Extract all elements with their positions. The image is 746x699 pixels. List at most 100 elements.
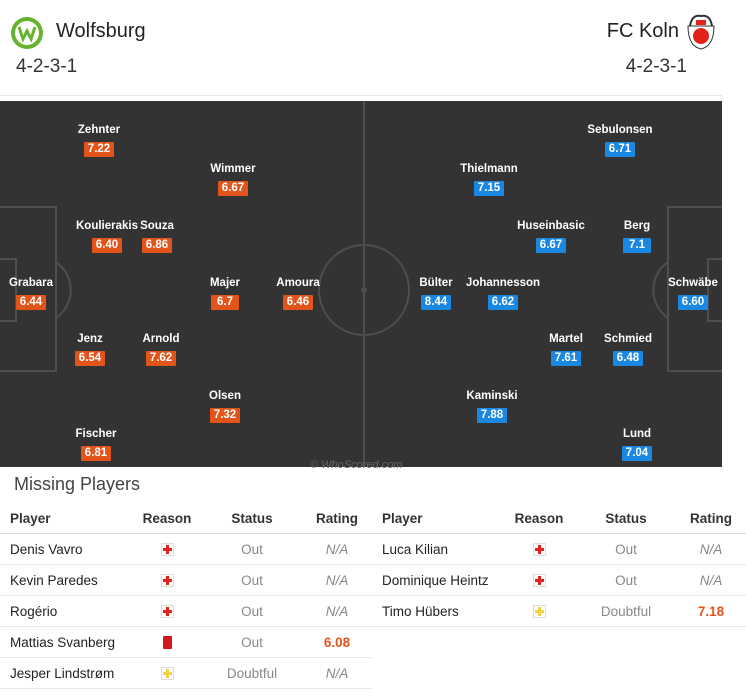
watermark: © WhoScored.com (310, 459, 403, 471)
home-player[interactable]: Zehnter 7.22 (59, 123, 139, 157)
table-row: Denis Vavro Out N/A (0, 533, 372, 565)
missing-player-name[interactable]: Denis Vavro (0, 533, 132, 565)
away-player[interactable]: Bülter 8.44 (396, 276, 476, 310)
player-rating: 6.67 (535, 238, 567, 253)
player-rating: 6.44 (15, 295, 47, 310)
col-player-header: Player (372, 503, 502, 534)
player-name: Johannesson (465, 277, 541, 289)
wolfsburg-logo-icon (11, 17, 43, 49)
home-player[interactable]: Majer 6.7 (185, 276, 265, 310)
away-player[interactable]: Huseinbasic 6.67 (511, 219, 591, 253)
doubtful-cross-icon (532, 605, 546, 619)
away-team-name[interactable]: FC Koln (606, 20, 679, 42)
home-missing-table: Player Reason Status Rating Denis Vavro O… (0, 503, 372, 689)
missing-players-title: Missing Players (14, 474, 141, 494)
col-status-header: Status (576, 503, 676, 534)
player-rating: 6.54 (74, 351, 106, 366)
away-formation: 4-2-3-1 (625, 56, 687, 77)
away-player[interactable]: Lund 7.04 (597, 427, 677, 461)
missing-reason (502, 564, 576, 596)
table-row: Dominique Heintz Out N/A (372, 564, 746, 596)
home-player[interactable]: Wimmer 6.67 (193, 162, 273, 196)
missing-rating: 6.08 (302, 626, 372, 658)
player-rating: 6.40 (91, 238, 123, 253)
player-name: Wimmer (210, 163, 256, 175)
col-reason-header: Reason (132, 503, 202, 534)
missing-reason (132, 657, 202, 689)
home-player[interactable]: Fischer 6.81 (56, 427, 136, 461)
player-name: Koulierakis (76, 220, 138, 232)
player-name: Majer (209, 277, 241, 289)
missing-rating: N/A (302, 564, 372, 596)
col-status-header: Status (202, 503, 302, 534)
missing-status: Out (576, 533, 676, 565)
col-rating-header: Rating (676, 503, 746, 534)
player-rating: 6.71 (604, 142, 636, 157)
missing-player-name[interactable]: Timo Hübers (372, 595, 502, 627)
player-name: Olsen (209, 390, 241, 402)
col-reason-header: Reason (502, 503, 576, 534)
table-row: Timo Hübers Doubtful 7.18 (372, 595, 746, 627)
lineup-pitch: Zehnter 7.22 Wimmer 6.67 Koulierakis 6.40 Souz… (0, 101, 722, 467)
player-rating: 6.46 (282, 295, 314, 310)
missing-status: Out (202, 595, 302, 627)
missing-player-name[interactable]: Kevin Paredes (0, 564, 132, 596)
away-player[interactable]: Schwäbe 6.60 (653, 276, 722, 310)
home-team-name[interactable]: Wolfsburg (56, 20, 146, 42)
away-player[interactable]: Berg 7.1 (597, 219, 677, 253)
home-player[interactable]: Arnold 7.62 (121, 332, 201, 366)
missing-reason (132, 564, 202, 596)
away-player[interactable]: Johannesson 6.62 (463, 276, 543, 310)
player-rating: 7.61 (550, 351, 582, 366)
player-rating: 6.86 (141, 238, 173, 253)
player-name: Lund (622, 428, 652, 440)
player-name: Thielmann (460, 163, 518, 175)
away-player[interactable]: Schmied 6.48 (588, 332, 668, 366)
player-name: Fischer (75, 428, 117, 440)
missing-player-name[interactable]: Jesper Lindstrøm (0, 657, 132, 689)
player-rating: 7.22 (83, 142, 115, 157)
missing-player-name[interactable]: Luca Kilian (372, 533, 502, 565)
player-rating: 7.62 (145, 351, 177, 366)
player-rating: 8.44 (420, 295, 452, 310)
missing-reason (502, 533, 576, 565)
missing-rating: N/A (676, 533, 746, 565)
injury-cross-icon (532, 543, 546, 557)
player-rating: 6.7 (211, 295, 239, 310)
missing-status: Doubtful (202, 657, 302, 689)
player-name: Sebulonsen (587, 124, 653, 136)
home-formation: 4-2-3-1 (16, 56, 78, 77)
home-player[interactable]: Amoura 6.46 (258, 276, 338, 310)
away-player[interactable]: Sebulonsen 6.71 (580, 123, 660, 157)
player-name: Kaminski (466, 390, 518, 402)
missing-rating: N/A (302, 595, 372, 627)
away-player[interactable]: Kaminski 7.88 (452, 389, 532, 423)
away-player[interactable]: Thielmann 7.15 (449, 162, 529, 196)
home-player[interactable]: Koulierakis 6.40 (67, 219, 147, 253)
home-player[interactable]: Olsen 7.32 (185, 389, 265, 423)
player-name: Bülter (419, 277, 453, 289)
player-name: Amoura (276, 277, 320, 289)
missing-status: Out (202, 564, 302, 596)
player-name: Berg (623, 220, 651, 232)
missing-reason (132, 626, 202, 658)
away-player[interactable]: Martel 7.61 (526, 332, 606, 366)
doubtful-cross-icon (160, 667, 174, 681)
player-rating: 6.81 (80, 446, 112, 461)
missing-player-name[interactable]: Rogério (0, 595, 132, 627)
player-rating: 7.32 (209, 408, 241, 423)
missing-player-name[interactable]: Dominique Heintz (372, 564, 502, 596)
col-rating-header: Rating (302, 503, 372, 534)
home-player[interactable]: Jenz 6.54 (50, 332, 130, 366)
missing-rating: 7.18 (676, 595, 746, 627)
away-missing-table: Player Reason Status Rating Luca Kilian O… (372, 503, 746, 627)
home-player[interactable]: Grabara 6.44 (0, 276, 71, 310)
player-rating: 7.1 (623, 238, 651, 253)
player-name: Zehnter (77, 124, 121, 136)
table-row: Mattias Svanberg Out 6.08 (0, 626, 372, 658)
missing-player-name[interactable]: Mattias Svanberg (0, 626, 132, 658)
home-player[interactable]: Souza 6.86 (117, 219, 197, 253)
missing-reason (132, 533, 202, 565)
missing-rating: N/A (676, 564, 746, 596)
player-rating: 6.67 (217, 181, 249, 196)
